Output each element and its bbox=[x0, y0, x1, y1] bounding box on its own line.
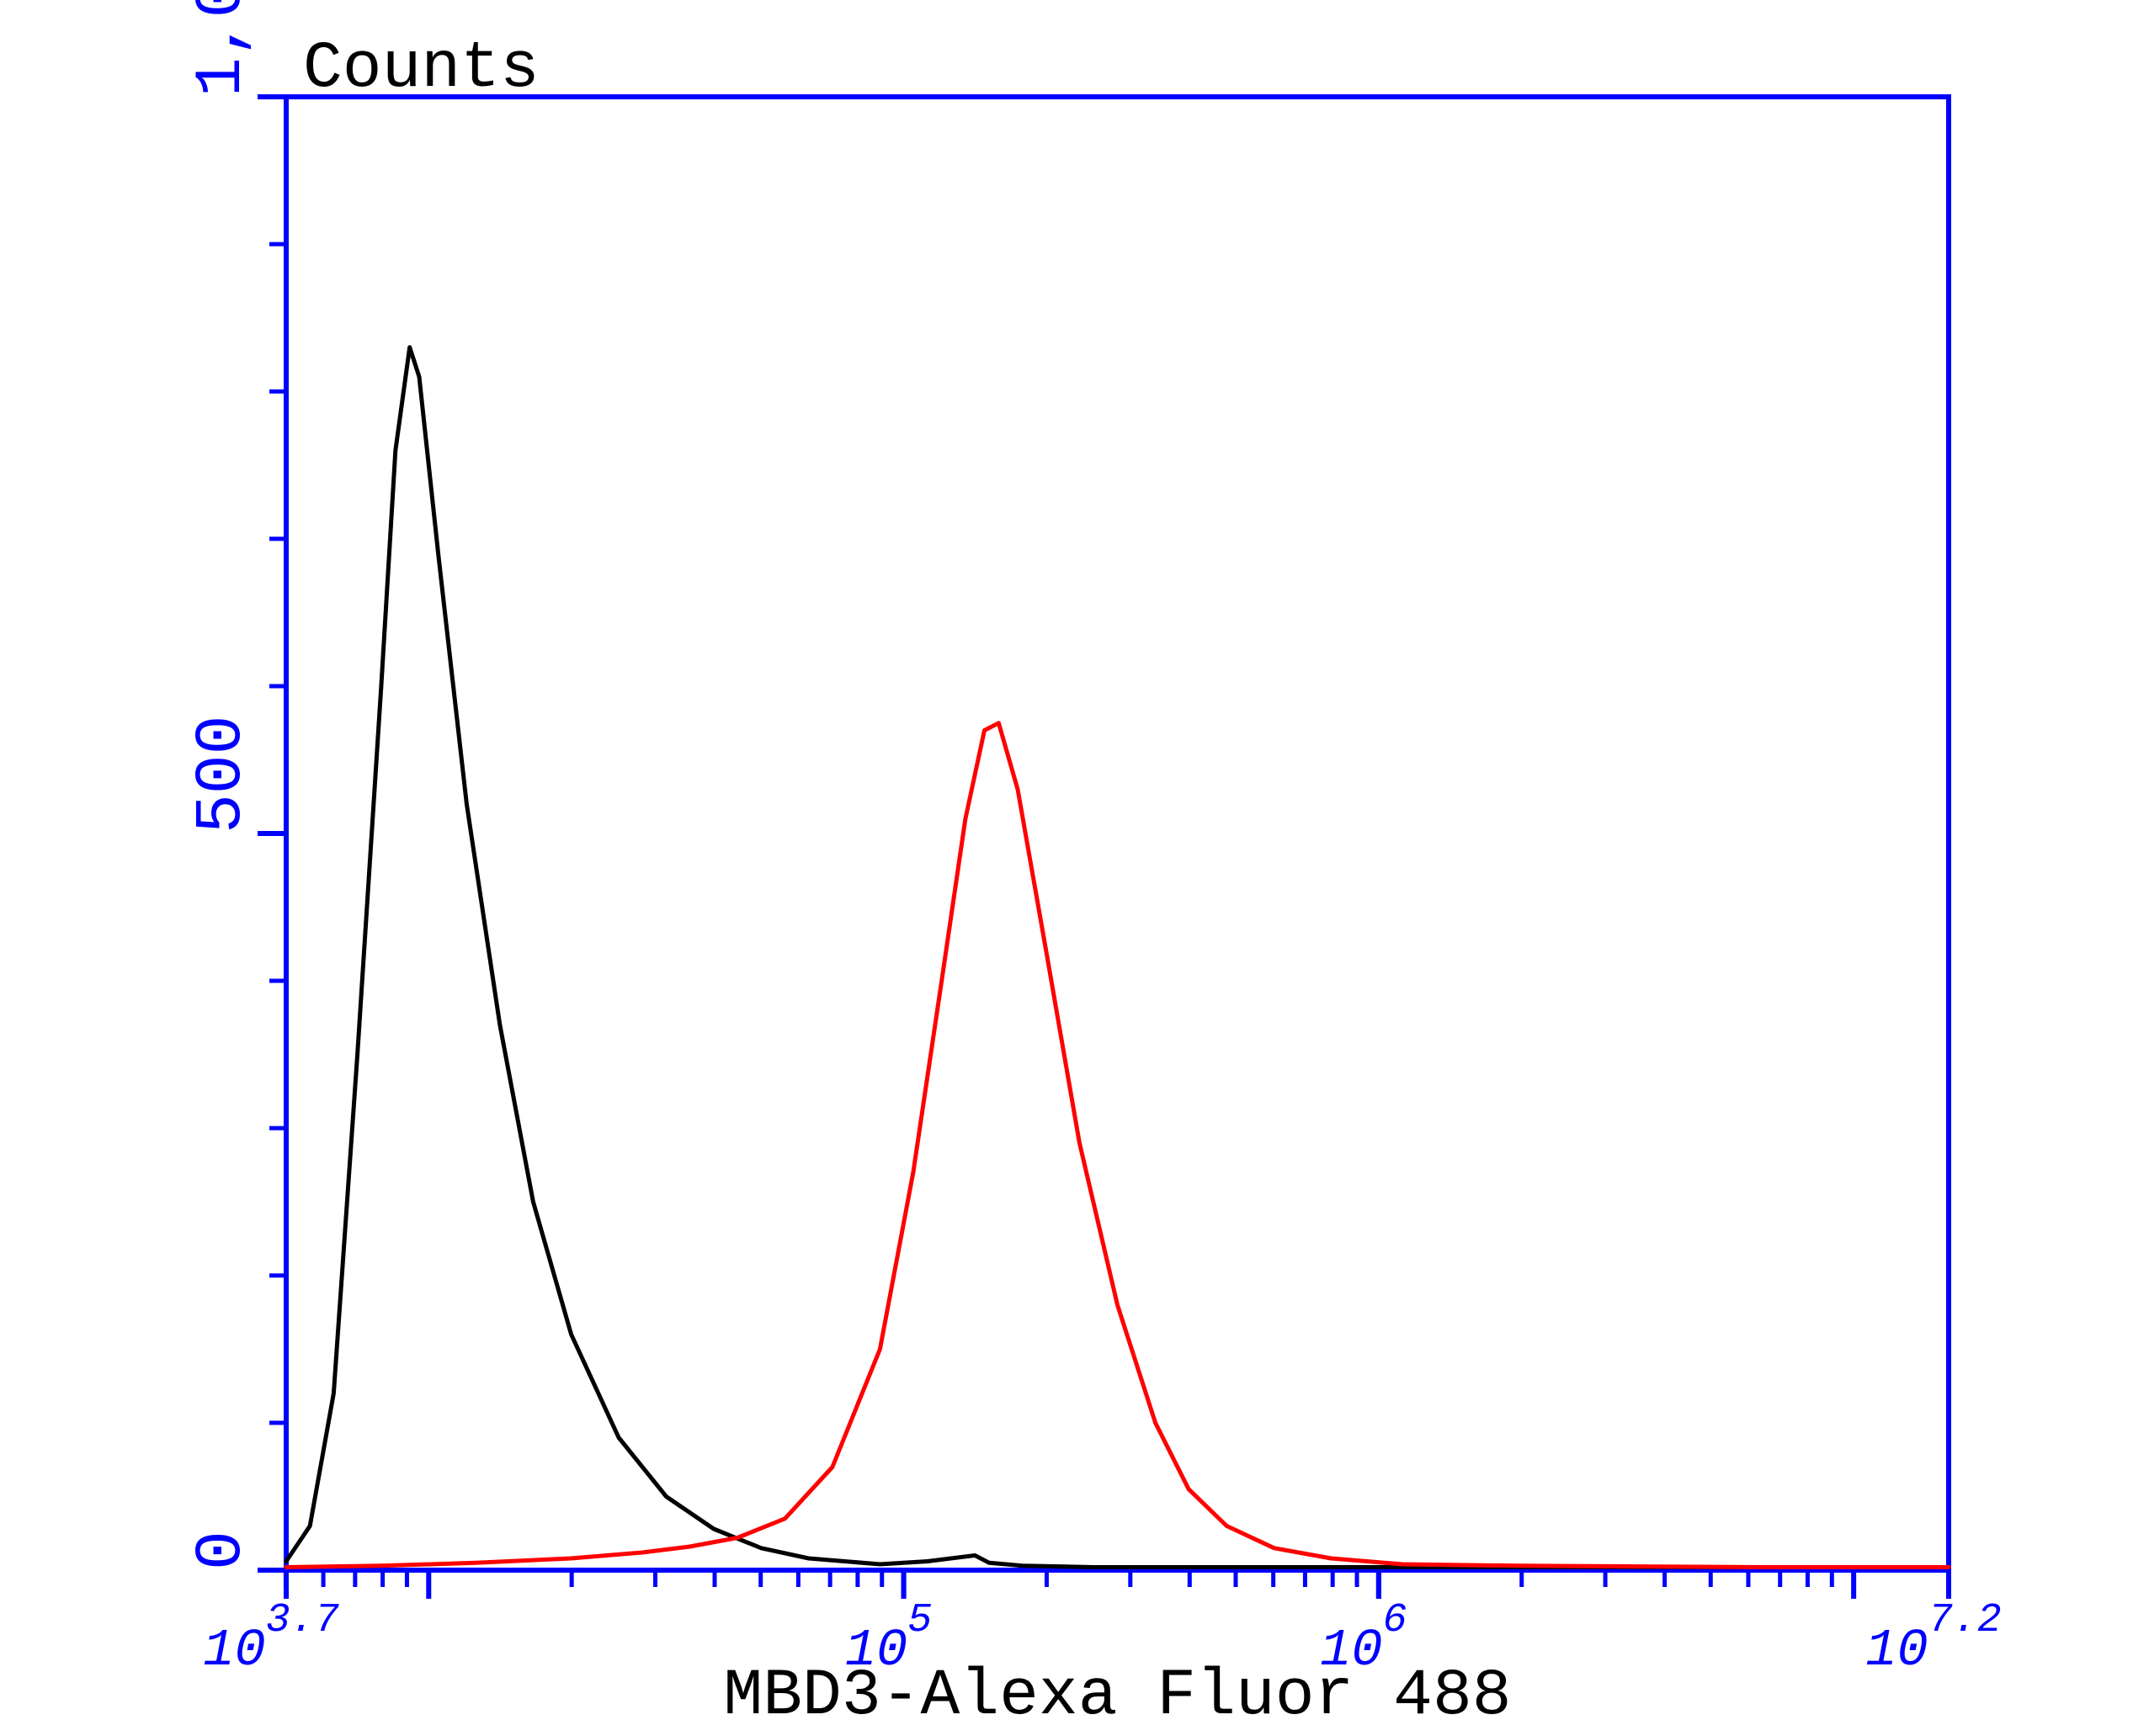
svg-text:107.2: 107.2 bbox=[1865, 1597, 2001, 1680]
svg-text:103.7: 103.7 bbox=[203, 1597, 338, 1680]
svg-text:MBD3-Alexa Fluor 488: MBD3-Alexa Fluor 488 bbox=[723, 1659, 1511, 1733]
chart-svg-canvas: 05001,000Counts103.7105106107.2MBD3-Alex… bbox=[0, 0, 2149, 1736]
svg-text:Counts: Counts bbox=[303, 32, 540, 106]
flow-cytometry-histogram: 05001,000Counts103.7105106107.2MBD3-Alex… bbox=[0, 0, 2149, 1736]
svg-text:500: 500 bbox=[185, 716, 259, 833]
svg-text:0: 0 bbox=[185, 1531, 259, 1570]
svg-text:1,000: 1,000 bbox=[185, 0, 259, 97]
